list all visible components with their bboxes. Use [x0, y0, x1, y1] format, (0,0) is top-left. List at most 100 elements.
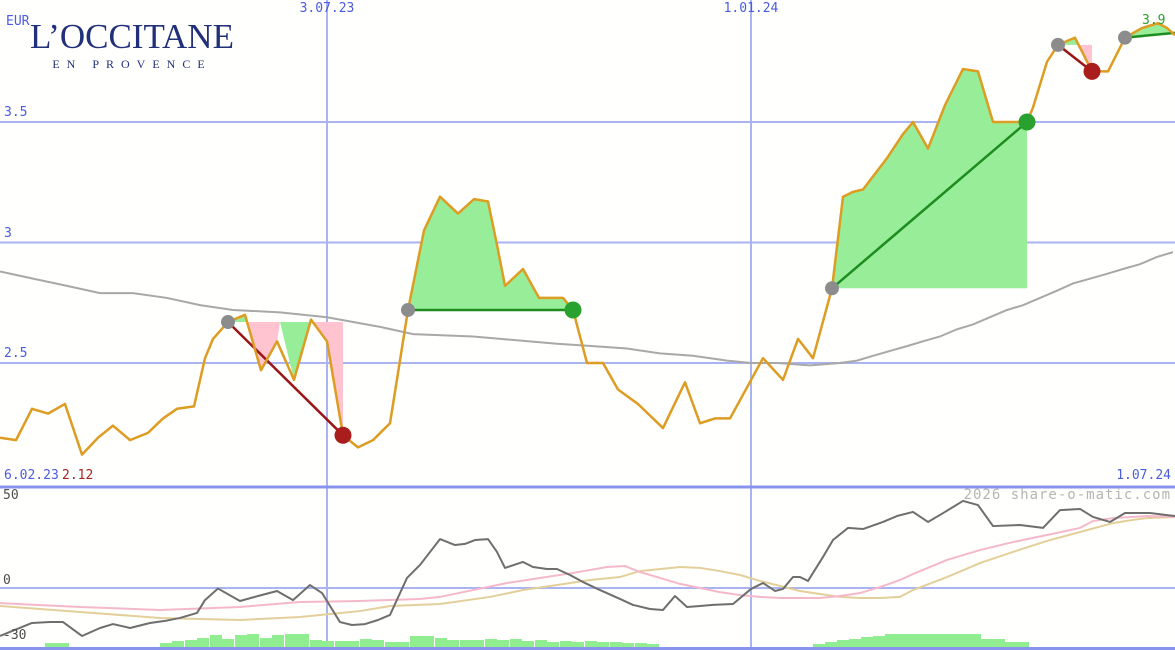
- volume-bar: [197, 638, 209, 647]
- pattern-marker-red: [334, 426, 352, 444]
- pattern-marker-green: [1018, 113, 1036, 131]
- volume-bar: [560, 641, 572, 647]
- volume-bar: [535, 640, 547, 647]
- pattern-fill-pink: [313, 322, 343, 436]
- volume-bar: [647, 644, 659, 647]
- volume-bar: [933, 634, 945, 647]
- x-grid-date-1: 3.07.23: [299, 1, 355, 16]
- volume-bar: [222, 639, 234, 647]
- volume-bar: [585, 641, 597, 647]
- osc-tick-0: 0: [3, 573, 11, 588]
- pattern-marker-green: [564, 301, 582, 319]
- pattern-trend-line: [227, 321, 344, 437]
- volume-bar: [485, 639, 497, 647]
- pattern-fill-green: [408, 196, 573, 310]
- price-line: [0, 21, 1175, 456]
- logo-tagline: EN PROVENCE: [52, 57, 212, 71]
- volume-bar: [447, 640, 459, 647]
- volume-bar: [347, 641, 359, 647]
- volume-bar: [897, 634, 909, 647]
- volume-bar: [981, 639, 993, 647]
- pattern-marker-gray: [401, 302, 415, 317]
- pattern-fill-green: [280, 322, 309, 380]
- volume-bar: [260, 638, 272, 647]
- pattern-trend-line: [831, 121, 1028, 290]
- oscillator-slow-line: [0, 515, 1175, 621]
- end-date-label: 1.07.24: [1116, 468, 1171, 483]
- pattern-marker-gray: [1118, 30, 1132, 45]
- pattern-marker-gray: [1051, 37, 1065, 52]
- volume-bar: [957, 634, 969, 647]
- volume-bar: [610, 642, 622, 647]
- volume-bar: [945, 634, 957, 647]
- volume-bar: [572, 642, 584, 647]
- volume-bar: [813, 644, 825, 647]
- currency-label: EUR: [6, 14, 30, 29]
- max-price-label: 3.9: [1142, 13, 1166, 28]
- volume-bar: [547, 642, 559, 647]
- volume-bar: [497, 640, 509, 647]
- volume-bar: [172, 641, 184, 647]
- volume-bar: [837, 640, 849, 647]
- pattern-marker-red: [1083, 62, 1101, 80]
- volume-bar: [1005, 642, 1017, 647]
- volume-bar: [435, 638, 447, 647]
- volume-bar: [849, 639, 861, 647]
- logo-wordmark: L’OCCITANE: [30, 17, 234, 56]
- volume-bar: [310, 640, 322, 647]
- volume-bar: [372, 640, 384, 647]
- pattern-marker-gray: [221, 315, 235, 330]
- volume-bar: [635, 643, 647, 647]
- x-grid-date-2: 1.01.24: [723, 1, 779, 16]
- pattern-marker-gray: [825, 281, 839, 296]
- volume-bar: [885, 634, 897, 647]
- volume-bar: [185, 640, 197, 647]
- pattern-fill-green: [832, 68, 1027, 289]
- volume-bar: [235, 635, 247, 647]
- osc-tick-50: 50: [3, 488, 19, 503]
- volume-bar: [622, 643, 634, 647]
- volume-bar: [272, 635, 284, 647]
- volume-bar: [210, 635, 222, 647]
- volume-bar: [285, 634, 297, 647]
- volume-bar: [825, 642, 837, 647]
- volume-bar: [45, 643, 57, 647]
- volume-bar: [993, 639, 1005, 647]
- volume-bar: [360, 639, 372, 647]
- watermark: 2026 share-o-matic.com: [963, 487, 1171, 503]
- oscillator-fast-line: [0, 499, 1175, 637]
- volume-bar: [921, 634, 933, 647]
- volume-bar: [873, 636, 885, 647]
- osc-tick-neg30: -30: [3, 628, 27, 643]
- volume-bar: [522, 641, 534, 647]
- volume-bar: [969, 634, 981, 647]
- sma-line: [0, 251, 1174, 367]
- volume-bar: [460, 640, 472, 647]
- volume-bar: [510, 639, 522, 647]
- volume-bar: [385, 642, 397, 647]
- volume-bar: [57, 643, 69, 647]
- price-tick-3-5: 3.5: [4, 105, 28, 120]
- pattern-trend-line: [1124, 31, 1175, 39]
- pattern-fill-pink: [247, 322, 280, 371]
- min-price-label: 2.12: [62, 468, 94, 483]
- volume-bar: [322, 641, 334, 647]
- start-date-label: 6.02.23: [4, 468, 59, 483]
- volume-bar: [597, 642, 609, 647]
- loccitane-logo: L’OCCITANE EN PROVENCE: [26, 18, 238, 72]
- volume-bar: [160, 643, 172, 647]
- volume-bar: [422, 636, 434, 647]
- volume-bar: [247, 634, 259, 647]
- volume-bar: [297, 634, 309, 647]
- volume-bar: [861, 637, 873, 647]
- volume-bar: [1017, 642, 1029, 647]
- volume-bar: [909, 634, 921, 647]
- volume-bar: [472, 640, 484, 647]
- price-tick-2-5: 2.5: [4, 346, 28, 361]
- volume-bar: [335, 641, 347, 647]
- volume-bar: [397, 642, 409, 647]
- price-tick-3: 3: [4, 226, 12, 241]
- volume-bar: [410, 636, 422, 647]
